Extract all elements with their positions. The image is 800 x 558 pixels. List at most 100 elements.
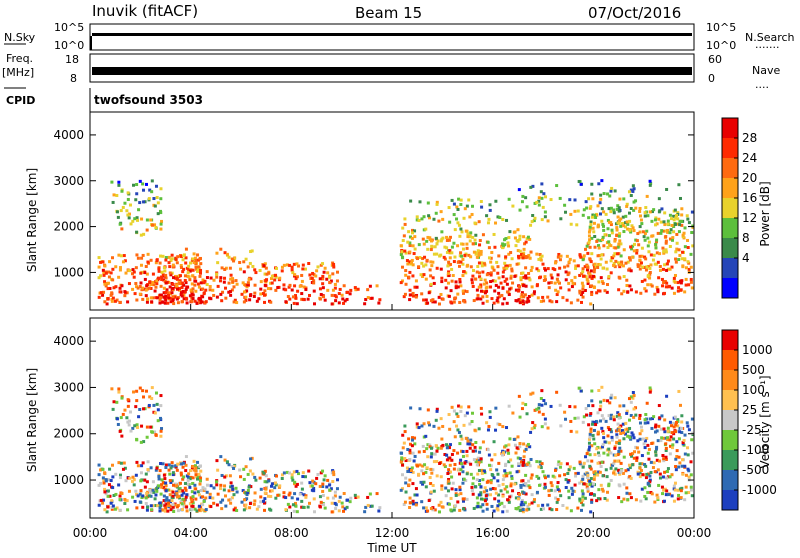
velocity-cell [175, 468, 179, 472]
power-cell [422, 298, 426, 302]
velocity-cell [146, 460, 150, 464]
velocity-cell [683, 433, 687, 437]
power-cell [458, 280, 462, 284]
velocity-cell [110, 387, 114, 391]
power-cell [493, 289, 497, 293]
power-cell [578, 253, 582, 257]
power-cell [431, 298, 435, 302]
velocity-cell [145, 508, 149, 512]
velocity-cell [590, 444, 594, 448]
power-cell [549, 198, 553, 202]
velocity-cell [244, 465, 248, 469]
velocity-cell [157, 484, 161, 488]
power-cell [664, 285, 668, 289]
velocity-cell [159, 404, 163, 408]
velocity-cell [585, 475, 589, 479]
velocity-cell [629, 400, 633, 404]
velocity-cell [109, 479, 113, 483]
velocity-cell [297, 472, 301, 476]
velocity-cell [114, 492, 118, 496]
velocity-cell [259, 487, 263, 491]
power-cell [491, 266, 495, 270]
velocity-cell [461, 465, 465, 469]
power-cell [198, 296, 202, 300]
power-cell [216, 261, 220, 265]
velocity-cell [666, 438, 670, 442]
power-cell [198, 257, 202, 261]
power-cell [266, 286, 270, 290]
velocity-cell [333, 490, 337, 494]
power-cell [170, 257, 174, 261]
velocity-cell [403, 424, 407, 428]
power-cell [434, 236, 438, 240]
velocity-cell [115, 417, 119, 421]
velocity-cell [499, 489, 503, 493]
power-cell [330, 302, 334, 306]
power-cell [174, 256, 178, 260]
power-cell [146, 297, 150, 301]
power-cell [650, 284, 654, 288]
velocity-cell [663, 418, 667, 422]
power-cell [581, 213, 585, 217]
velocity-cell [163, 477, 167, 481]
power-cell [513, 236, 517, 240]
power-cell [192, 261, 196, 265]
power-cell [606, 246, 610, 250]
power-cell [132, 183, 136, 187]
velocity-cell [410, 468, 414, 472]
velocity-cell [255, 507, 259, 511]
velocity-cell [407, 483, 411, 487]
power-cell [209, 297, 213, 301]
power-cell [138, 284, 142, 288]
power-cell [160, 300, 164, 304]
velocity-cell [433, 508, 437, 512]
power-cell [190, 299, 194, 303]
power-cell [404, 273, 408, 277]
power-cell [622, 224, 626, 228]
velocity-cell [272, 481, 276, 485]
power-cell [543, 210, 547, 214]
velocity-cell [184, 469, 188, 473]
power-cell [549, 273, 553, 277]
velocity-cell [654, 423, 658, 427]
power-cell [176, 255, 180, 259]
power-cell [556, 280, 560, 284]
power-cell [450, 251, 454, 255]
velocity-cell [477, 459, 481, 463]
power-cell [189, 288, 193, 292]
velocity-cell [241, 489, 245, 493]
velocity-cell [622, 431, 626, 435]
velocity-cell [659, 427, 663, 431]
power-cell [643, 232, 647, 236]
power-cell [526, 296, 530, 300]
velocity-cell [504, 444, 508, 448]
velocity-cell [665, 489, 669, 493]
velocity-cell [402, 441, 406, 445]
power-cell [576, 209, 580, 213]
velocity-cell [452, 420, 456, 424]
velocity-cell [288, 471, 292, 475]
velocity-cell [501, 510, 505, 514]
power-cell [465, 264, 469, 268]
power-cell [579, 293, 583, 297]
power-cell [634, 238, 638, 242]
velocity-cell [102, 479, 106, 483]
power-cell [229, 273, 233, 277]
power-cell [228, 266, 232, 270]
power-cell [143, 277, 147, 281]
velocity-cell [447, 468, 451, 472]
power-cell [597, 262, 601, 266]
power-cell [474, 233, 478, 237]
velocity-cell [589, 430, 593, 434]
velocity-cell [424, 485, 428, 489]
velocity-cell [408, 442, 412, 446]
power-cell [589, 222, 593, 226]
velocity-cell [196, 460, 200, 464]
velocity-cell [140, 496, 144, 500]
velocity-colorbar-tick-label: -500 [742, 463, 769, 477]
power-cell [494, 283, 498, 287]
velocity-cell [594, 423, 598, 427]
freq-trace [92, 67, 692, 75]
power-cell [99, 291, 103, 295]
power-cell [496, 296, 500, 300]
